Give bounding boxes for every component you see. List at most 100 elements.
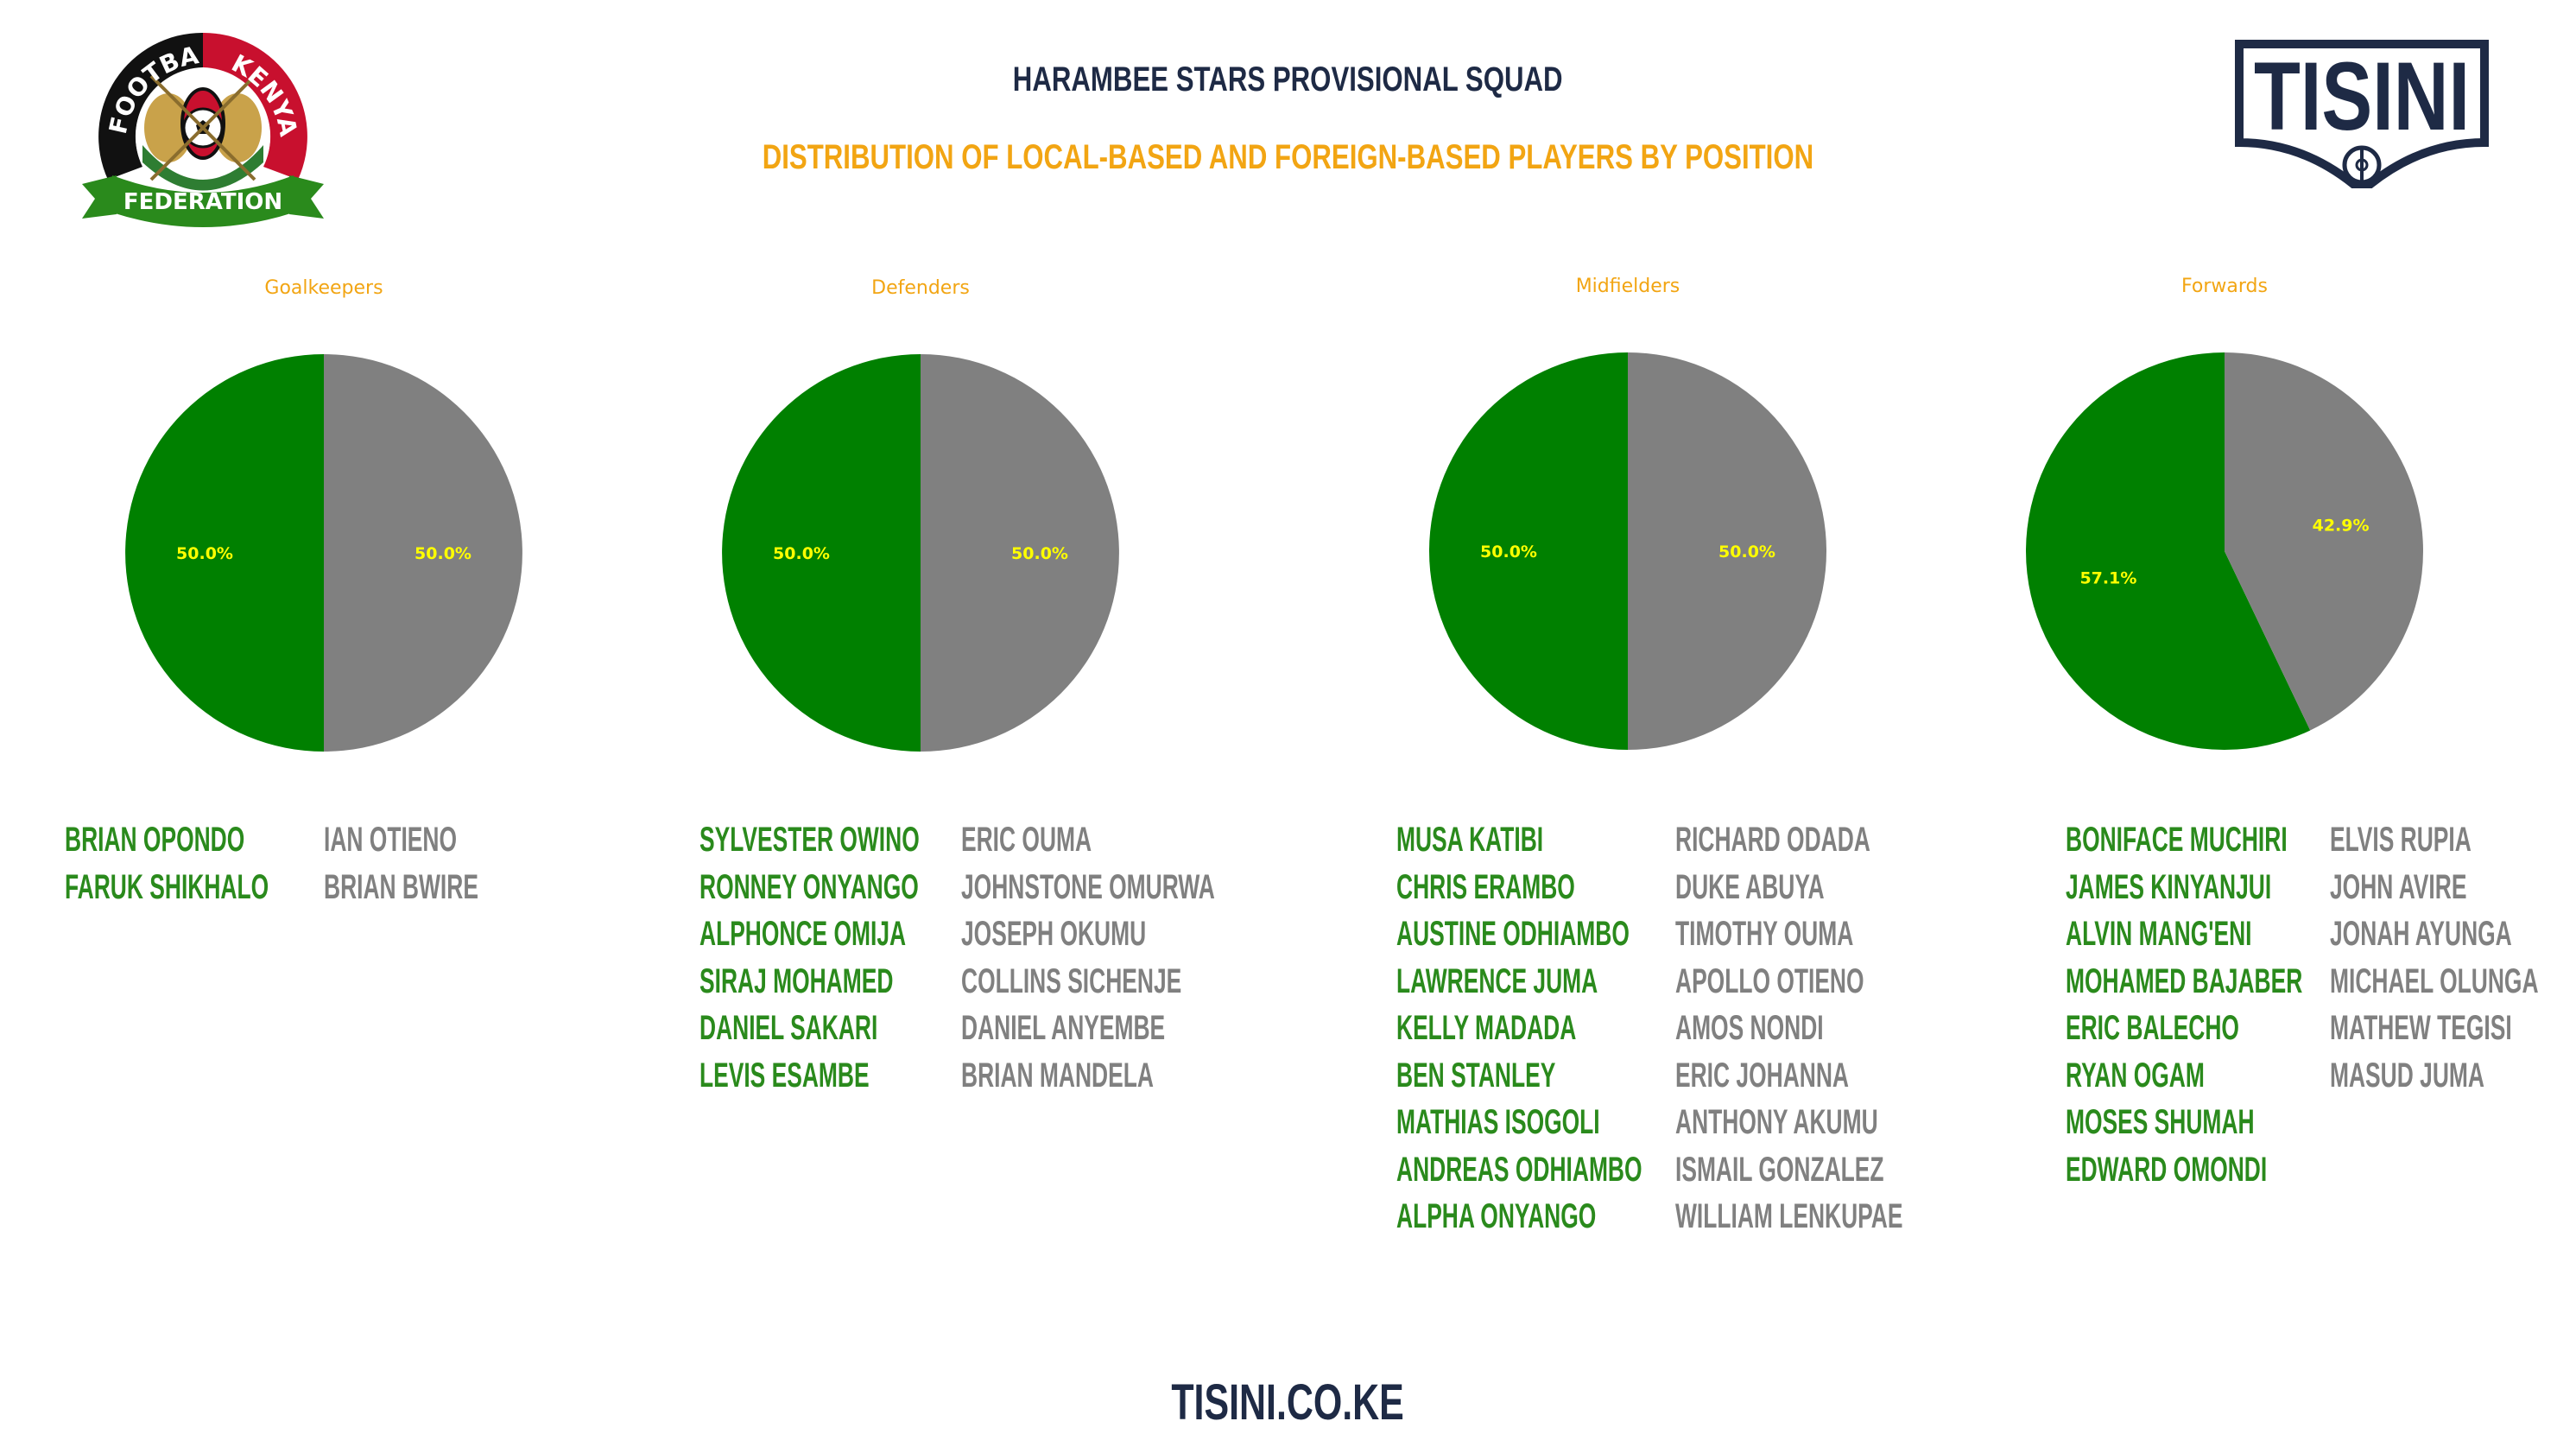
player-name-text: MATHIAS ISOGOLI <box>1396 1103 1600 1141</box>
player-name-text: IAN OTIENO <box>324 821 458 859</box>
footer-url[interactable]: TISINI.CO.KE <box>0 1374 2576 1431</box>
player-name: JONAH AYUNGA <box>2330 911 2576 958</box>
fkf-logo: FOOTBALL KENYA FEDERATION <box>73 16 324 227</box>
player-name-text: ANDREAS ODHIAMBO <box>1396 1150 1642 1189</box>
player-name: AUSTINE ODHIAMBO <box>1396 911 1769 958</box>
player-name: JOSEPH OKUMU <box>961 911 1345 958</box>
player-name: ERIC OUMA <box>961 816 1345 864</box>
page-title-text: HARAMBEE STARS PROVISIONAL SQUAD <box>1013 60 1563 98</box>
logo-ribbon-text: FEDERATION <box>123 189 282 215</box>
logo-spear-2 <box>149 74 256 181</box>
pie-label-defenders-foreign: 50.0% <box>1011 544 1068 563</box>
player-name-text: ERIC BALECHO <box>2066 1009 2239 1047</box>
pie-label-goalkeepers-foreign: 50.0% <box>415 544 472 563</box>
pie-slice-forwards-foreign <box>2225 352 2423 731</box>
player-name-text: DANIEL SAKARI <box>699 1009 878 1047</box>
player-name-text: MUSA KATIBI <box>1396 821 1544 859</box>
player-name-text: TIMOTHY OUMA <box>1675 915 1854 953</box>
pie-title-midfielders: Midfielders <box>1576 276 1680 297</box>
pie-label-defenders-local: 50.0% <box>773 544 830 563</box>
logo-ring-left <box>98 32 203 180</box>
player-name: RONNEY ONYANGO <box>699 864 1033 911</box>
player-name: ALPHONCE OMIJA <box>699 911 1033 958</box>
goalkeepers-foreign-players: IAN OTIENO BRIAN BWIRE <box>324 816 558 911</box>
pie-label-forwards-foreign: 42.9% <box>2313 516 2370 535</box>
player-name-text: ALPHA ONYANGO <box>1396 1197 1597 1235</box>
player-name-text: JOSEPH OKUMU <box>961 915 1147 953</box>
page-subtitle-text: DISTRIBUTION OF LOCAL-BASED AND FOREIGN-… <box>762 138 1814 176</box>
pie-label-forwards-local: 57.1% <box>2079 569 2136 588</box>
player-name-text: BEN STANLEY <box>1396 1056 1556 1095</box>
player-name: MASUD JUMA <box>2330 1052 2576 1100</box>
player-name: FARUK SHIKHALO <box>65 864 374 911</box>
player-name: DANIEL SAKARI <box>699 1005 1033 1052</box>
logo-lion-left <box>144 93 193 162</box>
pie-title-forwards: Forwards <box>2181 276 2268 297</box>
defenders-foreign-players: ERIC OUMA JOHNSTONE OMURWA JOSEPH OKUMU COL… <box>961 816 1345 1099</box>
pie-slice-midfielders-local <box>1429 352 1628 750</box>
pie-label-goalkeepers-local: 50.0% <box>176 544 233 563</box>
pie-slice-defenders-local <box>722 354 921 752</box>
player-name-text: RYAN OGAM <box>2066 1056 2205 1095</box>
tisini-badge <box>2235 40 2489 188</box>
pie-label-midfielders-foreign: 50.0% <box>1718 542 1775 562</box>
player-name: ALPHA ONYANGO <box>1396 1193 1769 1240</box>
pie-group: Goalkeepers 50.0% 50.0% Defenders 50.0% 50.0%… <box>125 276 2423 752</box>
footer-url-text: TISINI.CO.KE <box>1171 1374 1405 1431</box>
midfielders-foreign-players: RICHARD ODADA DUKE ABUYA TIMOTHY OUMA APOLL… <box>1675 816 2020 1240</box>
player-name-text: AUSTINE ODHIAMBO <box>1396 915 1630 953</box>
player-name-text: JOHNSTONE OMURWA <box>961 867 1215 906</box>
player-name-text: BRIAN BWIRE <box>324 867 478 906</box>
player-name: CHRIS ERAMBO <box>1396 864 1769 911</box>
player-name: BEN STANLEY <box>1396 1052 1769 1100</box>
player-name-text: CHRIS ERAMBO <box>1396 867 1575 906</box>
player-name: IAN OTIENO <box>324 816 558 864</box>
player-name: BONIFACE MUCHIRI <box>2066 816 2425 864</box>
pie-slice-forwards-local <box>2025 352 2311 751</box>
player-name-text: DANIEL ANYEMBE <box>961 1009 1166 1047</box>
logo-lion-right <box>213 93 262 162</box>
player-name-text: LAWRENCE JUMA <box>1396 961 1598 1000</box>
player-name-text: EDWARD OMONDI <box>2066 1150 2268 1189</box>
player-name: RYAN OGAM <box>2066 1052 2425 1100</box>
player-name: LEVIS ESAMBE <box>699 1052 1033 1100</box>
player-name-text: FARUK SHIKHALO <box>65 867 269 906</box>
player-name-text: MICHAEL OLUNGA <box>2330 961 2539 1000</box>
player-name-text: MATHEW TEGISI <box>2330 1009 2512 1047</box>
player-name-text: COLLINS SICHENJE <box>961 961 1182 1000</box>
player-name: SIRAJ MOHAMED <box>699 958 1033 1006</box>
logo-grass <box>142 145 263 191</box>
player-name-text: BONIFACE MUCHIRI <box>2066 821 2288 859</box>
player-name-text: ANTHONY AKUMU <box>1675 1103 1878 1141</box>
page-subtitle: DISTRIBUTION OF LOCAL-BASED AND FOREIGN-… <box>0 138 2576 177</box>
player-name: TIMOTHY OUMA <box>1675 911 2020 958</box>
player-name-text: ALPHONCE OMIJA <box>699 915 907 953</box>
player-name-text: DUKE ABUYA <box>1675 867 1825 906</box>
player-name-text: MOHAMED BAJABER <box>2066 961 2303 1000</box>
player-name-text: BRIAN OPONDO <box>65 821 245 859</box>
pie-title-goalkeepers: Goalkeepers <box>264 277 383 299</box>
player-name-text: MOSES SHUMAH <box>2066 1103 2255 1141</box>
player-name-text: MASUD JUMA <box>2330 1056 2484 1095</box>
player-name-text: ISMAIL GONZALEZ <box>1675 1150 1884 1189</box>
player-name: ERIC BALECHO <box>2066 1005 2425 1052</box>
pie-slice-goalkeepers-local <box>125 354 324 752</box>
defenders-local-players: SYLVESTER OWINO RONNEY ONYANGO ALPHONCE OM… <box>699 816 1033 1099</box>
player-name: ANDREAS ODHIAMBO <box>1396 1146 1769 1194</box>
player-name: MOHAMED BAJABER <box>2066 958 2425 1006</box>
player-name: SYLVESTER OWINO <box>699 816 1033 864</box>
logo-ribbon <box>112 175 294 227</box>
pie-label-midfielders-local: 50.0% <box>1480 542 1537 562</box>
goalkeepers-local-players: BRIAN OPONDO FARUK SHIKHALO <box>65 816 374 911</box>
player-name: AMOS NONDI <box>1675 1005 2020 1052</box>
pie-slice-goalkeepers-foreign <box>324 354 522 752</box>
player-name: EDWARD OMONDI <box>2066 1146 2425 1194</box>
player-name: ERIC JOHANNA <box>1675 1052 2020 1100</box>
player-name: MATHEW TEGISI <box>2330 1005 2576 1052</box>
pie-title-defenders: Defenders <box>871 277 970 299</box>
player-name: KELLY MADADA <box>1396 1005 1769 1052</box>
player-name-text: JOHN AVIRE <box>2330 867 2467 906</box>
player-name-text: APOLLO OTIENO <box>1675 961 1864 1000</box>
player-name-text: WILLIAM LENKUPAE <box>1675 1197 1903 1235</box>
